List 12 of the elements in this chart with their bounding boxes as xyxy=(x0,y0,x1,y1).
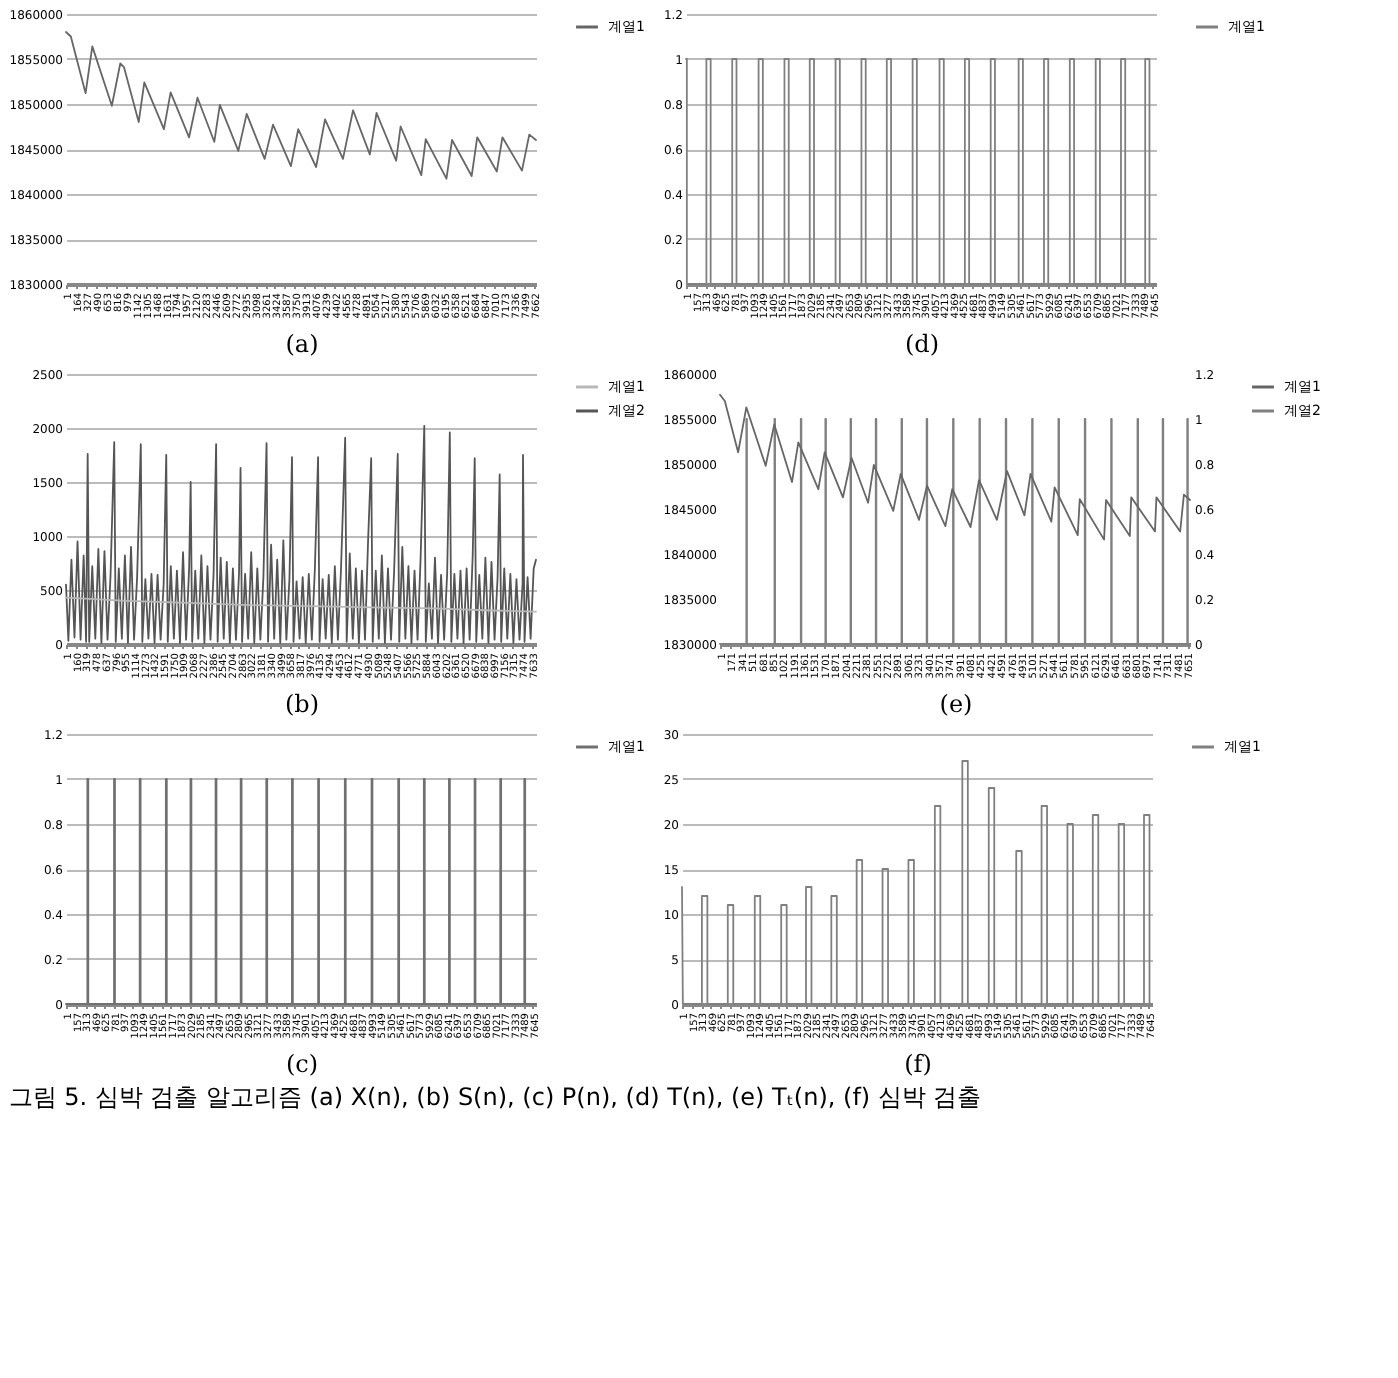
x-axis-title: (a) xyxy=(285,330,319,359)
x-axis-title: (d) xyxy=(904,330,940,359)
x-axis-title: (c) xyxy=(285,1050,319,1079)
line-series xyxy=(65,31,537,180)
line-series xyxy=(719,393,1191,541)
line-series xyxy=(65,424,537,644)
x-axis-title: (e) xyxy=(939,690,973,719)
x-axis-title: (b) xyxy=(284,690,320,719)
x-axis-title: (f) xyxy=(904,1050,932,1079)
line-series xyxy=(681,760,1153,1005)
caption: 그림 5. 심박 검출 알고리즘 (a) X(n), (b) S(n), (c) P(n), (d) T(n), (e) Tₜ(n), (f) 심박 검출 xyxy=(8,1083,982,1112)
line-series xyxy=(65,596,537,613)
